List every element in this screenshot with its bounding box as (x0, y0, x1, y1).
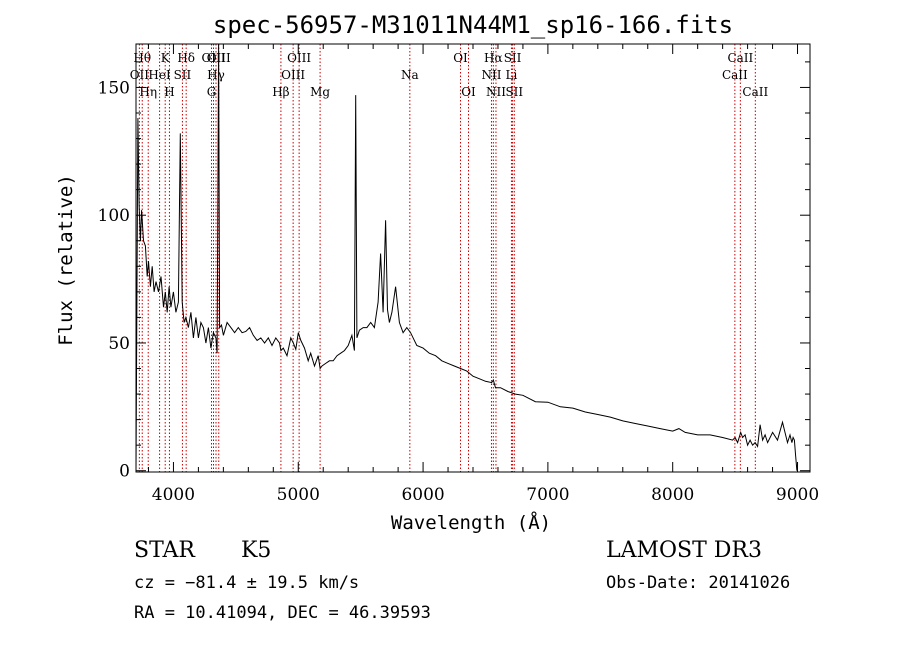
x-axis-label: Wavelength (Å) (391, 511, 551, 534)
y-tick-label: 100 (98, 206, 130, 226)
line-label-21: NII (486, 85, 506, 99)
emission-line-labels: OIIHθHηHeIKHSIIHδGOIIIHγOIIIHβOIIIOIIIMg… (130, 51, 769, 99)
coordinates: RA = 10.41094, DEC = 46.39593 (134, 603, 431, 623)
line-label-15: Mg (310, 85, 330, 99)
y-axis-ticks: 0 50 100 150 (98, 61, 810, 482)
line-label-13: OIII (281, 68, 305, 82)
line-label-14: OIII (287, 51, 311, 65)
line-label-20: Hα (484, 51, 503, 65)
object-class: STAR (134, 538, 195, 563)
x-tick-label: 6000 (401, 485, 444, 505)
y-tick-label: 0 (119, 462, 130, 482)
redshift-velocity: cz = −81.4 ± 19.5 km/s (134, 573, 360, 593)
line-label-4: K (161, 51, 171, 65)
line-label-23: SII (504, 51, 522, 65)
x-tick-label: 4000 (152, 485, 195, 505)
x-axis-ticks: 4000 5000 6000 7000 8000 9000 (147, 44, 819, 505)
line-label-24: SII (505, 85, 523, 99)
line-label-27: CaII (742, 85, 768, 99)
y-tick-label: 150 (98, 78, 130, 98)
line-label-8: G (207, 85, 217, 99)
chart-title: spec-56957-M31011N44M1_sp16-166.fits (213, 11, 733, 39)
line-label-9: OIII (201, 51, 225, 65)
y-axis-label: Flux (relative) (55, 174, 77, 346)
line-label-2: Hη (139, 85, 157, 99)
line-label-26: CaII (727, 51, 753, 65)
x-tick-label: 8000 (651, 485, 694, 505)
line-label-5: H (164, 85, 174, 99)
survey-name: LAMOST DR3 (606, 538, 762, 563)
line-label-22: Li (506, 68, 518, 82)
x-tick-label: 9000 (776, 485, 819, 505)
spectrum-line (135, 43, 798, 471)
line-label-12: Hβ (272, 85, 289, 99)
line-label-19: NII (481, 68, 501, 82)
x-tick-label: 7000 (526, 485, 569, 505)
line-label-0: OII (130, 68, 150, 82)
line-label-7: Hδ (177, 51, 195, 65)
line-label-18: OI (461, 85, 476, 99)
emission-line-markers (138, 44, 756, 472)
observation-date: Obs-Date: 20141026 (606, 573, 791, 593)
object-subclass: K5 (241, 538, 272, 563)
y-tick-label: 50 (108, 334, 130, 354)
line-label-3: HeI (148, 68, 171, 82)
plot-frame (135, 43, 811, 473)
line-label-25: CaII (722, 68, 748, 82)
line-label-16: Na (401, 68, 419, 82)
x-tick-label: 5000 (277, 485, 320, 505)
line-label-10: Hγ (207, 68, 225, 82)
line-label-6: SII (174, 68, 192, 82)
line-label-17: OI (453, 51, 468, 65)
